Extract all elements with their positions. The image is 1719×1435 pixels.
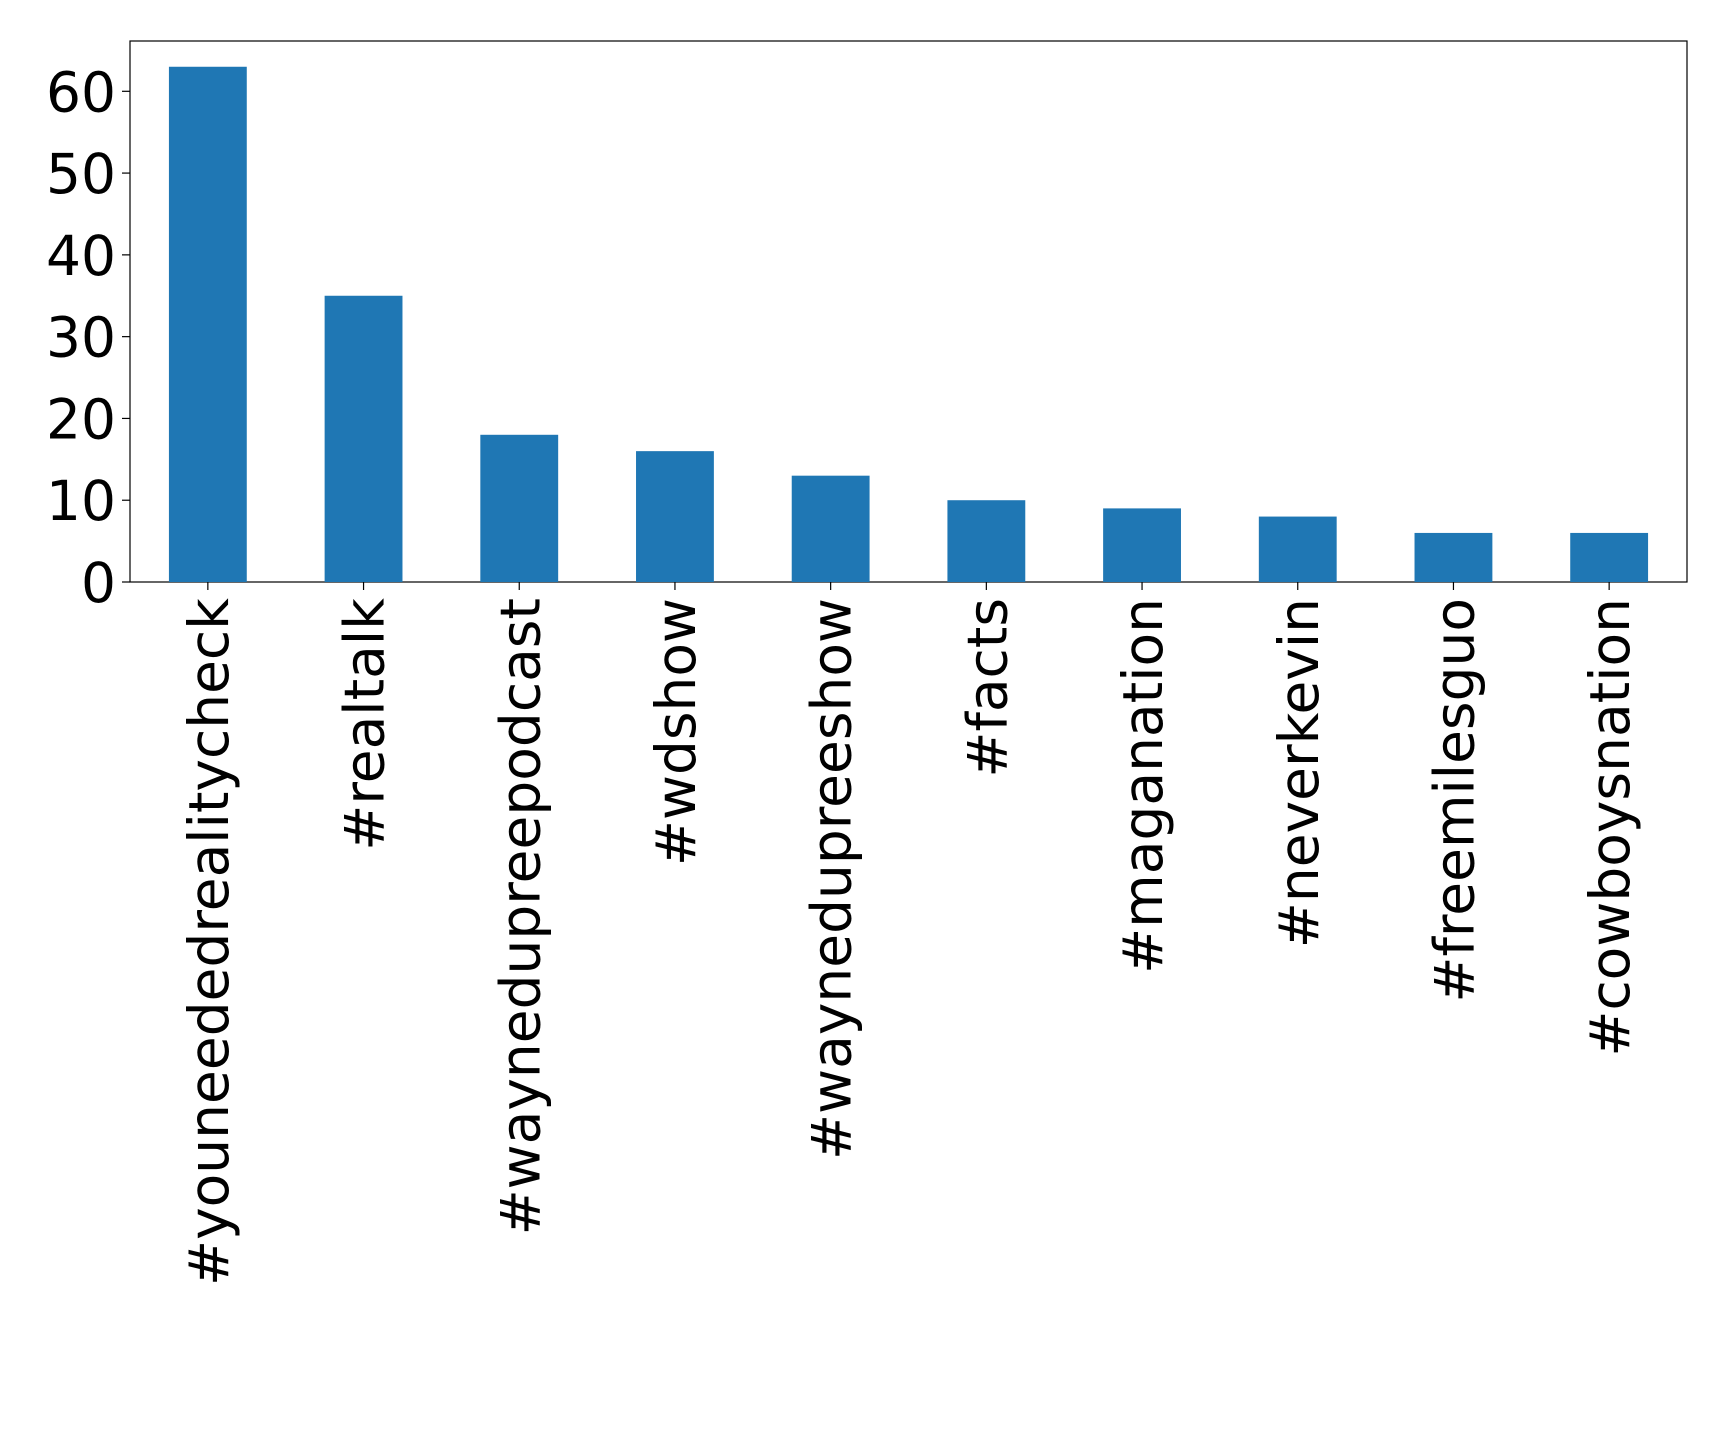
x-tick-label: #youneededrealitycheck <box>177 598 241 1286</box>
bar <box>1414 532 1493 582</box>
y-tick-label: 40 <box>46 224 116 288</box>
y-tick-label: 0 <box>81 551 116 615</box>
y-tick-label: 30 <box>46 306 116 370</box>
x-tick-label: #realtalk <box>333 598 397 851</box>
x-tick-label: #neverkevin <box>1267 598 1331 948</box>
bar <box>168 66 247 582</box>
y-tick-label: 10 <box>46 469 116 533</box>
y-tick-label: 50 <box>46 142 116 206</box>
bar <box>1103 508 1181 582</box>
x-tick-label: #wdshow <box>644 598 708 866</box>
bar <box>947 500 1026 582</box>
bar <box>1258 516 1337 582</box>
bar <box>1570 532 1649 582</box>
x-tick-label: #cowboysnation <box>1578 598 1642 1057</box>
x-tick-label: #waynedupreepodcast <box>488 598 552 1235</box>
bar <box>324 295 403 582</box>
bar <box>791 475 870 582</box>
y-tick-label: 20 <box>46 387 116 451</box>
x-tick-label: #maganation <box>1111 598 1175 974</box>
bar <box>636 451 714 582</box>
bar <box>480 434 559 582</box>
x-tick-label: #waynedupreeshow <box>800 598 864 1160</box>
plot-frame <box>129 40 1688 583</box>
x-tick-label: #facts <box>955 598 1019 778</box>
x-tick-label: #freemilesguo <box>1422 598 1486 1003</box>
y-tick-label: 60 <box>46 60 116 124</box>
